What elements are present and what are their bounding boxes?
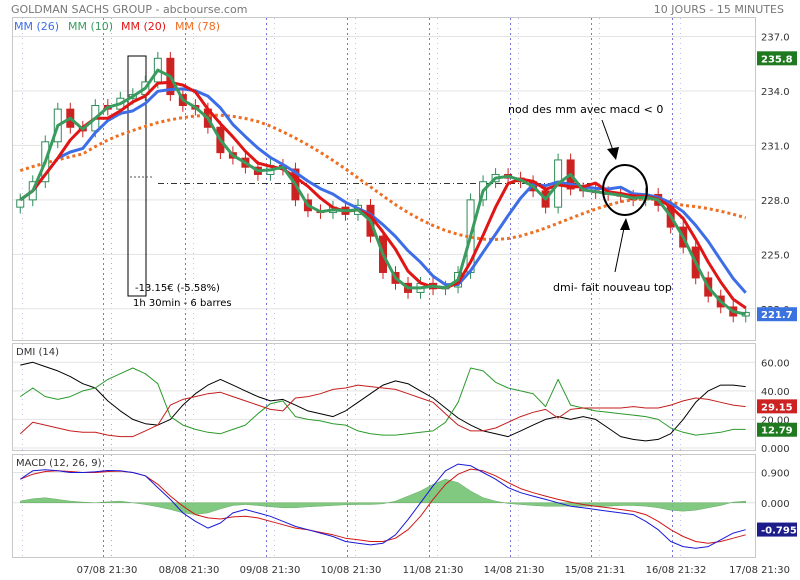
ma-10-line xyxy=(19,68,747,316)
dmi-series xyxy=(19,361,746,442)
price-tick-label: 237.0 xyxy=(761,33,790,44)
annotation-text-bottom: dmi- fait nouveau top xyxy=(553,281,672,294)
x-tick-label: 10/08 21:30 xyxy=(321,565,382,576)
axes: 237.0234.0231.0228.0225.0222.060.0040.00… xyxy=(77,33,790,576)
measure-box xyxy=(127,55,147,297)
dmi-panel-title: DMI (14) xyxy=(16,347,59,358)
macd-panel-frame xyxy=(12,454,756,558)
dmi-line-dmi_dx xyxy=(20,361,746,442)
chart-title: GOLDMAN SACHS GROUP - abcbourse.com xyxy=(11,3,248,16)
x-tick-label: 15/08 21:31 xyxy=(565,565,626,576)
value-tag-label: 12.79 xyxy=(761,426,793,437)
macd-tick-label: 0.900 xyxy=(761,468,790,479)
annotation-circle xyxy=(602,164,648,216)
ma-78-line xyxy=(19,113,747,241)
moving-averages xyxy=(19,68,747,316)
x-tick-label: 09/08 21:30 xyxy=(240,565,301,576)
macd-histogram-area xyxy=(20,478,746,515)
dmi-tick-label: 20.00 xyxy=(761,415,790,426)
legend-item-mm10: MM (10) xyxy=(68,20,113,33)
value-tag-label: 221.7 xyxy=(761,310,793,321)
value-tag-box xyxy=(757,51,797,66)
dmi-tick-label: 40.00 xyxy=(761,387,790,398)
price-legend: MM (26) MM (10) MM (20) MM (78) xyxy=(14,20,220,33)
macd-signal-line xyxy=(20,468,746,544)
annotation-arrow-top xyxy=(601,119,615,154)
price-panel-frame xyxy=(12,17,756,341)
candle-body xyxy=(16,199,25,208)
dmi-panel-frame xyxy=(12,343,756,451)
annotations-overlay: nod des mm avec macd < 0 dmi- fait nouve… xyxy=(508,103,672,294)
annotation-text-top: nod des mm avec macd < 0 xyxy=(508,103,663,116)
value-tag-label: -0.795 xyxy=(761,526,797,537)
legend-item-mm78: MM (78) xyxy=(175,20,220,33)
value-tag-box xyxy=(757,422,797,437)
x-tick-label: 14/08 21:30 xyxy=(484,565,545,576)
macd-panel-title: MACD (12, 26, 9) xyxy=(16,458,102,469)
ma-26-line xyxy=(19,87,747,294)
dmi-line-dmi_plus xyxy=(20,367,746,436)
legend-item-mm20: MM (20) xyxy=(121,20,166,33)
annotation-arrowhead-top xyxy=(607,147,619,160)
price-tick-label: 231.0 xyxy=(761,141,790,152)
x-tick-label: 11/08 21:30 xyxy=(403,565,464,576)
ma-20-line xyxy=(19,80,747,310)
dmi-tick-label: 60.00 xyxy=(761,358,790,369)
annotation-arrow-bottom xyxy=(614,227,625,273)
annotation-arrowhead-bottom xyxy=(620,218,630,230)
measure-duration-label: 1h 30min - 6 barres xyxy=(133,298,232,309)
macd-line xyxy=(20,463,746,549)
measure-value-label: -13.15€ (-5.58%) xyxy=(135,283,220,294)
price-tick-label: 228.0 xyxy=(761,196,790,207)
value-tag-label: 235.8 xyxy=(761,54,793,65)
legend-item-mm26: MM (26) xyxy=(14,20,59,33)
price-tick-label: 234.0 xyxy=(761,87,790,98)
x-tick-label: 17/08 21:30 xyxy=(729,565,790,576)
value-tag-box xyxy=(757,399,797,414)
annotation-measure: -13.15€ (-5.58%) 1h 30min - 6 barres xyxy=(127,55,597,309)
dmi-line-dmi_minus xyxy=(19,384,746,438)
dmi-tick-label: 0.000 xyxy=(761,444,790,455)
x-tick-label: 07/08 21:30 xyxy=(77,565,138,576)
value-tags: 235.8 221.7 29.15 12.79 -0.795 xyxy=(757,51,797,537)
value-tag-box xyxy=(757,307,797,322)
price-tick-label: 225.0 xyxy=(761,250,790,261)
macd-tick-label: 0.000 xyxy=(761,499,790,510)
chart-period: 10 JOURS - 15 MINUTES xyxy=(653,3,784,16)
value-tag-label: 29.15 xyxy=(761,402,793,413)
x-tick-label: 08/08 21:30 xyxy=(159,565,220,576)
x-tick-label: 16/08 21:32 xyxy=(646,565,707,576)
macd-series xyxy=(20,463,746,549)
value-tag-box xyxy=(757,522,797,537)
